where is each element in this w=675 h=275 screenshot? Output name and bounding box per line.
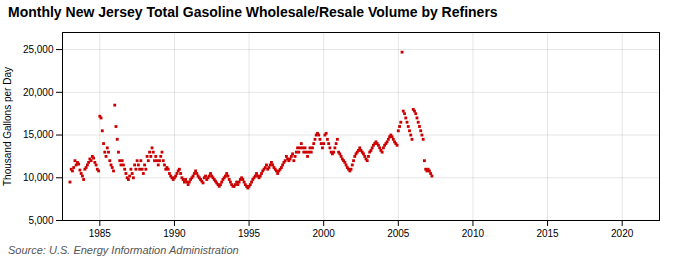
svg-text:2000: 2000 bbox=[313, 228, 336, 239]
svg-text:2005: 2005 bbox=[387, 228, 410, 239]
svg-text:15,000: 15,000 bbox=[23, 129, 54, 140]
svg-text:Thousand Gallons per Day: Thousand Gallons per Day bbox=[2, 67, 13, 186]
svg-text:5,000: 5,000 bbox=[28, 215, 53, 226]
svg-text:10,000: 10,000 bbox=[23, 172, 54, 183]
svg-text:2010: 2010 bbox=[462, 228, 485, 239]
html-text:Source: U.S. Energy Informatio: Source: U.S. Energy Information Administ… bbox=[8, 244, 239, 256]
svg-text:20,000: 20,000 bbox=[23, 87, 54, 98]
svg-text:1985: 1985 bbox=[89, 228, 112, 239]
svg-text:1990: 1990 bbox=[163, 228, 186, 239]
svg-text:2015: 2015 bbox=[536, 228, 559, 239]
html-text:Monthly New Jersey Total Gasol: Monthly New Jersey Total Gasoline Wholes… bbox=[8, 4, 498, 20]
svg-text:1995: 1995 bbox=[238, 228, 261, 239]
svg-text:2020: 2020 bbox=[611, 228, 634, 239]
svg-text:25,000: 25,000 bbox=[23, 44, 54, 55]
